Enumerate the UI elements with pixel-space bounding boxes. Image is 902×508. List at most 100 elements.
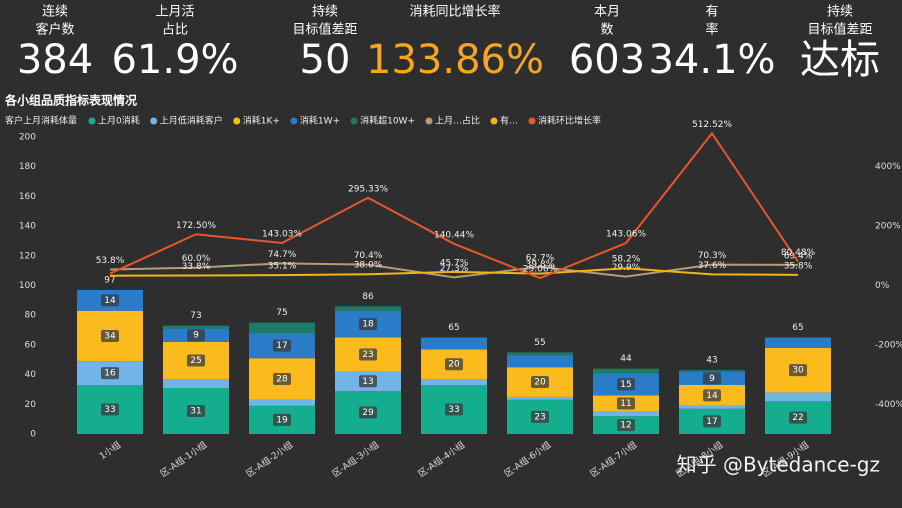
bar-segment <box>507 355 573 368</box>
label-box <box>359 348 377 361</box>
line-label: 53.8% <box>96 256 125 266</box>
x-tick-label: 区-A组-1小组 <box>158 439 209 480</box>
label-box <box>617 378 635 391</box>
line-label: 38.0% <box>354 261 383 271</box>
segment-label: 33 <box>104 405 115 415</box>
kpi-value: 34.1% <box>648 37 775 83</box>
bar-segment <box>163 325 229 329</box>
label-box <box>703 389 721 402</box>
legend-swatch <box>88 117 96 125</box>
label-box <box>101 367 119 380</box>
kpi-label: 连续 <box>42 4 68 20</box>
label-box <box>273 373 291 386</box>
kpi-value: 50 <box>300 37 351 83</box>
segment-label: 15 <box>620 380 631 390</box>
y-tick-label: 100 <box>19 281 36 291</box>
label-box <box>445 403 463 416</box>
line-label: 70.3% <box>698 251 727 261</box>
legend-swatch <box>233 117 241 125</box>
label-box <box>789 411 807 424</box>
bar-segment <box>249 399 315 406</box>
segment-label: 23 <box>534 412 545 422</box>
segment-label: 34 <box>104 331 116 341</box>
label-box <box>359 406 377 419</box>
segment-label: 20 <box>448 360 460 370</box>
segment-label: 31 <box>190 406 201 416</box>
x-tick-label: 1小组 <box>97 439 123 462</box>
series-line <box>109 262 799 279</box>
line-label: 295.33% <box>348 184 388 194</box>
kpi-value: 603 <box>569 37 645 83</box>
label-box <box>445 358 463 371</box>
line-label: 143.06% <box>606 230 646 240</box>
total-label: 55 <box>534 338 545 348</box>
kpi-label: 本月 <box>594 5 620 20</box>
segment-label: 28 <box>276 375 288 385</box>
total-label: 65 <box>792 323 803 333</box>
line-label: 74.7% <box>268 250 297 260</box>
legend-swatch <box>290 117 298 125</box>
legend-swatch <box>425 117 433 125</box>
y2-tick-label: -400% <box>875 400 902 410</box>
kpi-value: 384 <box>17 37 93 83</box>
kpi-label: 目标值差距 <box>807 22 872 38</box>
legend-title: 客户上月消耗体量 <box>5 115 77 127</box>
label-box <box>359 318 377 331</box>
line-label: 512.52% <box>692 120 732 130</box>
label-box <box>359 375 377 388</box>
label-box <box>187 329 205 342</box>
label-box <box>273 413 291 426</box>
line-label: 37.6% <box>698 261 727 271</box>
label-box <box>531 376 549 389</box>
chart-title: 各小组品质指标表现情况 <box>4 93 137 108</box>
segment-label: 19 <box>276 415 288 425</box>
segment-label: 14 <box>706 391 718 401</box>
legend-label: 有… <box>500 115 518 127</box>
label-box <box>101 329 119 342</box>
line-label: 140.44% <box>434 230 474 240</box>
series-line <box>109 131 799 280</box>
label-box <box>531 410 549 423</box>
segment-label: 22 <box>792 413 803 423</box>
y2-tick-label: 400% <box>875 162 901 172</box>
legend-swatch <box>350 117 358 125</box>
total-label: 65 <box>448 323 459 333</box>
kpi-label: 持续 <box>827 5 853 20</box>
line-label: 80.48% <box>781 248 816 258</box>
legend-label: 消耗超10W+ <box>360 115 415 127</box>
total-label: 86 <box>362 292 374 302</box>
total-label: 73 <box>190 311 201 321</box>
series-line <box>109 267 799 277</box>
segment-label: 17 <box>276 341 287 351</box>
kpi-value: 61.9% <box>111 37 238 83</box>
y-tick-label: 40 <box>25 370 37 380</box>
x-tick-label: 区-A组-3小组 <box>330 439 381 480</box>
kpi-label: 目标值差距 <box>292 22 357 38</box>
bar-segment <box>507 352 573 356</box>
y-tick-label: 60 <box>25 340 37 350</box>
segment-label: 20 <box>534 378 546 388</box>
kpi-label: 数 <box>600 23 613 38</box>
y2-tick-label: 200% <box>875 222 901 232</box>
kpi-value: 达标 <box>800 37 880 83</box>
label-box <box>187 404 205 417</box>
y-tick-label: 120 <box>19 251 36 261</box>
label-box <box>273 339 291 352</box>
label-box <box>703 372 721 385</box>
total-label: 44 <box>620 354 632 364</box>
segment-label: 18 <box>362 320 374 330</box>
y-tick-label: 180 <box>19 162 36 172</box>
bar-segment <box>163 379 229 388</box>
x-tick-label: 区-A组-6小组 <box>502 439 553 480</box>
segment-label: 12 <box>620 421 631 431</box>
bar-segment <box>679 370 745 372</box>
line-label: 60.0% <box>182 254 211 264</box>
segment-label: 14 <box>104 296 116 306</box>
line-label: 35.1% <box>268 262 297 272</box>
legend-label: 上月0消耗 <box>98 115 140 127</box>
x-tick-label: 区-A组-2小组 <box>244 439 295 480</box>
line-label: 35.8% <box>784 261 813 271</box>
legend-label: 上月低消耗客户 <box>160 115 223 127</box>
kpi-value: 133.86% <box>366 37 544 83</box>
label-box <box>703 415 721 428</box>
